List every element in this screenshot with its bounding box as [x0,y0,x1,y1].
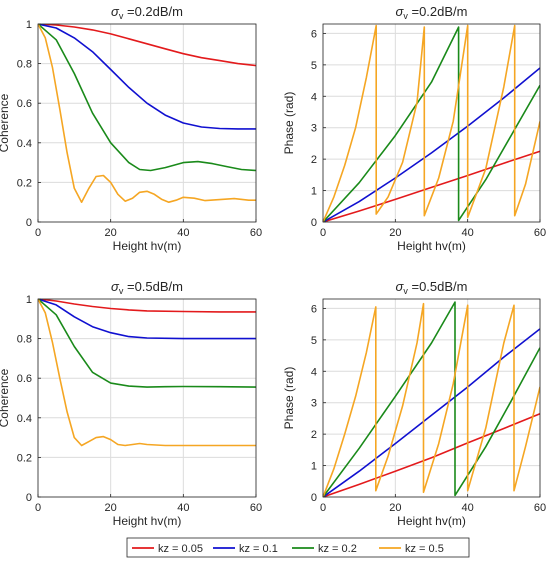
y-tick-label: 5 [311,335,317,347]
legend-label: kz = 0.5 [405,543,444,555]
y-tick-label: 6 [311,28,317,40]
x-tick-label: 60 [250,227,262,239]
series-line-kz-0-2 [323,301,540,497]
x-tick-label: 0 [320,502,326,514]
y-tick-label: 3 [311,123,317,135]
y-tick-label: 0 [311,492,317,504]
series-line-kz-0-5 [323,24,540,222]
x-tick-label: 20 [105,227,117,239]
y-tick-label: 0 [311,217,317,229]
grid [37,23,257,223]
y-axis-label: Coherence [0,93,11,152]
y-tick-label: 6 [311,303,317,315]
series-line-kz-0-05 [38,24,256,67]
series-group [38,24,256,203]
series-line-kz-0-1 [38,24,256,130]
y-tick-label: 0.4 [17,413,32,425]
chart-title: σv =0.2dB/m [111,4,183,21]
y-tick-label: 3 [311,398,317,410]
legend-label: kz = 0.1 [239,543,278,555]
y-tick-label: 1 [26,19,32,31]
x-tick-label: 60 [534,227,546,239]
x-axis-label: Height hv(m) [397,514,466,528]
x-axis-label: Height hv(m) [113,514,182,528]
series-line-kz-0-05 [323,150,540,222]
x-tick-label: 20 [389,227,401,239]
y-axis-label: Phase (rad) [282,92,296,155]
series-group [38,299,256,447]
axes-box [322,298,541,498]
y-axis-label: Coherence [0,368,11,427]
x-tick-label: 40 [177,227,189,239]
y-tick-label: 0 [26,492,32,504]
x-tick-label: 60 [250,502,262,514]
series-line-kz-0-1 [323,328,540,497]
y-tick-label: 0 [26,217,32,229]
chart-panel-2: 0 20 40 60 0 1 2 3 4 5 6 Height hv(m) Phase (rad) σv … [282,4,546,253]
legend-label: kz = 0.2 [318,543,357,555]
axes-box [322,23,541,223]
series-line-kz-0-2 [323,26,540,222]
y-tick-label: 0.2 [17,177,32,189]
x-tick-label: 40 [462,227,474,239]
grid [322,24,541,223]
chart-panel-1: 0 20 40 60 0 0.2 0.4 0.6 0.8 1 Height hv(m) Coheren… [0,4,262,253]
chart-title: σv =0.2dB/m [396,4,468,21]
x-axis-label: Height hv(m) [397,239,466,253]
legend-item: kz = 0.2 [292,543,357,555]
x-tick-label: 0 [35,502,41,514]
y-tick-label: 0.2 [17,452,32,464]
x-tick-label: 0 [35,227,41,239]
chart-title: σv =0.5dB/m [396,279,468,296]
y-tick-label: 0.8 [17,59,32,71]
series-line-kz-0-5 [38,24,256,203]
y-tick-label: 4 [311,366,317,378]
x-tick-label: 60 [534,502,546,514]
x-tick-label: 20 [389,502,401,514]
series-group [323,301,540,497]
x-axis-label: Height hv(m) [113,239,182,253]
x-tick-label: 20 [105,502,117,514]
y-tick-label: 0.6 [17,373,32,385]
y-tick-label: 0.8 [17,334,32,346]
y-tick-label: 4 [311,91,317,103]
series-line-kz-0-5 [323,302,540,497]
grid [37,298,257,498]
axes-box [37,298,257,498]
series-line-kz-0-05 [323,412,540,497]
y-axis-label: Phase (rad) [282,367,296,430]
series-line-kz-0-5 [38,299,256,447]
series-line-kz-0-1 [323,67,540,222]
legend-label: kz = 0.05 [158,543,203,555]
chart-panel-4: 0 20 40 60 0 1 2 3 4 5 6 Height hv(m) Phase (rad) σv … [282,279,546,528]
series-line-kz-0-2 [38,299,256,388]
chart-panel-3: 0 20 40 60 0 0.2 0.4 0.6 0.8 1 Height hv(m) Coheren… [0,279,262,528]
y-tick-label: 5 [311,60,317,72]
series-line-kz-0-1 [38,299,256,340]
legend: kz = 0.05 kz = 0.1 kz = 0.2 kz = 0.5 [126,537,470,558]
y-tick-label: 0.4 [17,138,32,150]
y-tick-label: 1 [311,461,317,473]
series-line-kz-0-2 [38,24,256,172]
y-tick-label: 2 [311,429,317,441]
y-tick-label: 0.6 [17,98,32,110]
series-group [323,24,540,222]
y-tick-label: 1 [26,294,32,306]
legend-item: kz = 0.1 [213,543,278,555]
chart-title: σv =0.5dB/m [111,279,183,296]
y-tick-label: 1 [311,186,317,198]
legend-item: kz = 0.05 [132,543,203,555]
x-tick-label: 40 [462,502,474,514]
y-tick-label: 2 [311,154,317,166]
axes-box [37,23,257,223]
legend-item: kz = 0.5 [379,543,444,555]
series-line-kz-0-05 [38,299,256,313]
x-tick-label: 0 [320,227,326,239]
x-tick-label: 40 [177,502,189,514]
